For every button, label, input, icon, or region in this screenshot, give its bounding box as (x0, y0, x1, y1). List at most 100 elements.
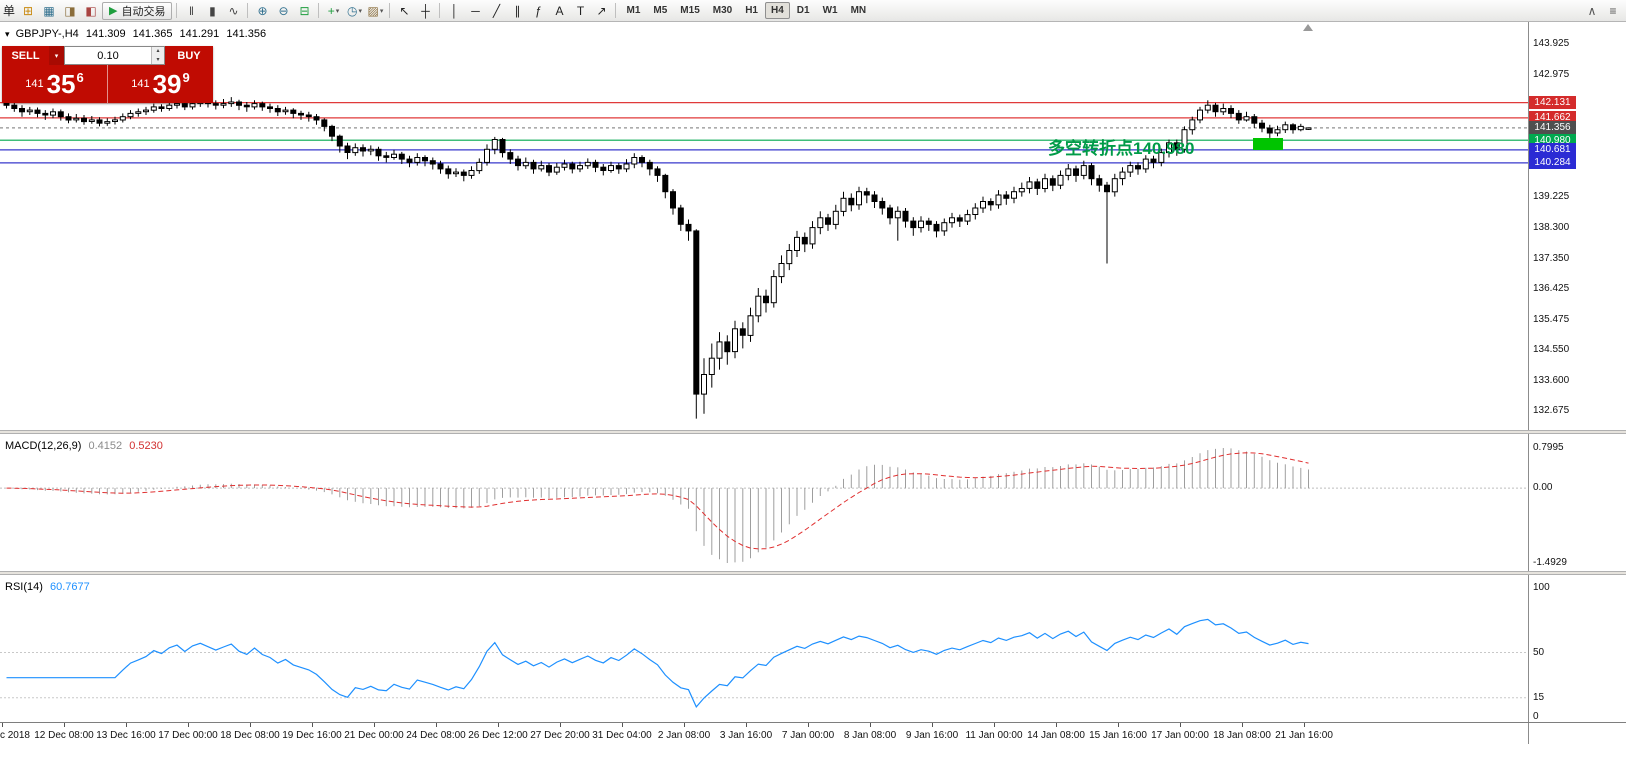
pivot-annotation-text[interactable]: 多空转折点140.980 (1048, 139, 1195, 158)
candle-body (298, 112, 304, 116)
ask-price[interactable]: 141 39 9 (108, 65, 213, 103)
candle-body (693, 230, 700, 395)
periods-icon[interactable]: ◷ ▾ (344, 2, 364, 20)
pane-splitter[interactable] (0, 430, 1626, 434)
candle-body (530, 161, 537, 170)
indicators-icon[interactable]: + ▾ (323, 2, 343, 20)
arrows-icon[interactable]: ↗ (591, 2, 611, 20)
time-label: 21 Jan 16:00 (1275, 730, 1333, 741)
trendline-icon[interactable]: ╱ (486, 2, 506, 20)
candle-body (995, 194, 1002, 206)
candle-body (1297, 125, 1304, 131)
candle-body (143, 109, 149, 113)
tf-mn-button[interactable]: MN (845, 2, 873, 19)
buy-button[interactable]: BUY (165, 46, 213, 65)
tf-m1-button[interactable]: M1 (620, 2, 646, 19)
autotrading-button[interactable]: ▶ 自动交易 (102, 1, 173, 20)
candlestick-chart[interactable] (0, 22, 1528, 430)
candle-body (546, 165, 552, 173)
label-icon[interactable]: T (570, 2, 590, 20)
candle-body (150, 106, 157, 111)
text-icon[interactable]: A (549, 2, 569, 20)
candle-body (282, 109, 289, 113)
candle-body (515, 158, 521, 167)
candle-body (685, 223, 692, 232)
candle-body (305, 114, 312, 118)
channel-icon[interactable]: ∥ (507, 2, 527, 20)
candle-body (577, 165, 583, 170)
new-order-icon[interactable]: ⊞ (18, 2, 38, 20)
line-chart-icon[interactable]: ∿ (223, 2, 243, 20)
candle-body (949, 217, 955, 224)
tf-h1-button[interactable]: H1 (739, 2, 764, 19)
candle-body (329, 125, 335, 137)
bar-chart-icon[interactable]: ‖ (181, 2, 201, 20)
scroll-up-icon[interactable]: ∧ (1582, 2, 1602, 20)
crosshair-icon[interactable]: ┼ (415, 2, 435, 20)
pane-splitter[interactable] (0, 571, 1626, 575)
highlight-box[interactable] (1253, 138, 1283, 150)
time-label: 19 Dec 16:00 (282, 730, 342, 741)
price-axis-divider (1528, 723, 1529, 744)
candle-body (1127, 165, 1134, 173)
candle-body (158, 106, 165, 110)
candle-body (763, 295, 769, 304)
candle-body (1166, 142, 1172, 154)
candle-body (1080, 165, 1087, 176)
cursor-icon[interactable]: ↖ (394, 2, 414, 20)
time-label: 8 Jan 08:00 (843, 730, 897, 741)
order-options-caret-icon[interactable]: ▾ (49, 46, 64, 65)
candle-body (832, 210, 839, 225)
candle-body (11, 104, 18, 109)
candle-body (778, 263, 785, 278)
candle-body (1142, 158, 1149, 170)
more-tools-icon[interactable]: ≡ (1603, 2, 1623, 20)
axis-tick-label: 139.225 (1533, 191, 1570, 203)
label-icon: T (576, 3, 585, 18)
candle-body (987, 201, 994, 206)
rsi-plot[interactable] (0, 575, 1528, 722)
market-watch-icon[interactable]: ▦ (39, 2, 59, 20)
tf-m5-button[interactable]: M5 (647, 2, 673, 19)
volume-input[interactable] (65, 47, 151, 64)
candle-body (352, 147, 359, 154)
candle-body (1150, 158, 1157, 163)
tf-w1-button[interactable]: W1 (817, 2, 844, 19)
tf-h4-button[interactable]: H4 (765, 2, 790, 19)
time-label: 27 Dec 20:00 (530, 730, 590, 741)
time-label: 12 Dec 08:00 (34, 730, 94, 741)
price-axis-divider (1528, 22, 1529, 430)
zoom-out-icon[interactable]: ⊖ (273, 2, 293, 20)
volume-down-button[interactable]: ▾ (152, 55, 164, 64)
candle-body (1235, 112, 1242, 121)
candle-body (1026, 181, 1033, 189)
templates-icon[interactable]: ▨ ▾ (365, 2, 385, 20)
quote-panel-toggle-icon[interactable]: ▾ (5, 29, 10, 39)
macd-plot[interactable] (0, 434, 1528, 571)
data-window-icon[interactable]: ◨ (60, 2, 80, 20)
chart-shift-marker[interactable] (1303, 24, 1313, 31)
data-window-icon: ◨ (64, 3, 76, 18)
candle-body (476, 161, 483, 172)
tf-m15-button[interactable]: M15 (674, 2, 705, 19)
volume-up-button[interactable]: ▴ (152, 47, 164, 56)
candle-body (1181, 129, 1188, 150)
candle-body (522, 161, 529, 167)
axis-tick-label: 50 (1533, 646, 1545, 658)
fibonacci-icon[interactable]: ƒ (528, 2, 548, 20)
tf-d1-button[interactable]: D1 (791, 2, 816, 19)
time-tick (1118, 723, 1119, 727)
tf-m30-button[interactable]: M30 (707, 2, 738, 19)
candle-body (1204, 104, 1211, 111)
candle-body (1135, 165, 1141, 170)
sell-button[interactable]: SELL (2, 46, 49, 65)
zoom-in-icon[interactable]: ⊕ (252, 2, 272, 20)
candlestick-chart-icon[interactable]: ▮ (202, 2, 222, 20)
bid-price[interactable]: 141 35 6 (2, 65, 108, 103)
navigator-icon[interactable]: ◧ (81, 2, 101, 20)
vertical-line-icon[interactable]: │ (444, 2, 464, 20)
tile-windows-icon[interactable]: ⊟ (294, 2, 314, 20)
horizontal-line-icon[interactable]: ─ (465, 2, 485, 20)
candle-body (57, 111, 64, 118)
